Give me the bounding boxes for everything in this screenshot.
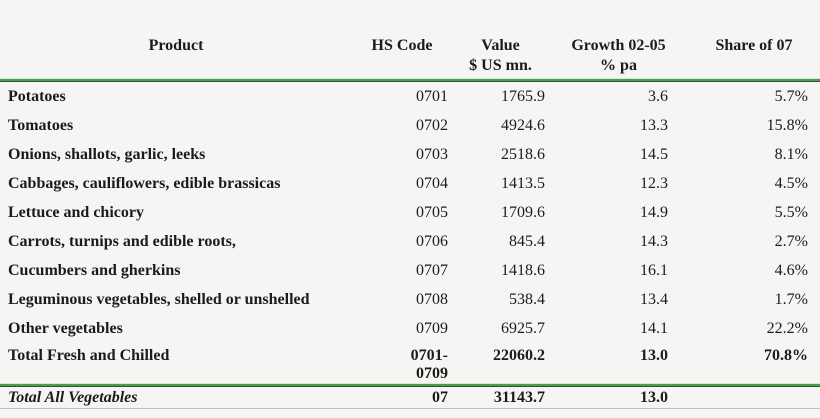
product-cell: Tomatoes [8,116,74,134]
hs-code-cell: 0703 [416,145,448,163]
hs-code-cell: 0705 [416,203,448,221]
share-cell: 8.1% [774,145,808,163]
value-cell: 1765.9 [501,87,545,105]
hs-code-cell: 0701 [416,87,448,105]
column-header-growth-label: Growth 02-05 [571,37,666,54]
hs-code-cell: 0707 [416,261,448,279]
value-cell: 6925.7 [501,319,545,337]
product-cell: Leguminous vegetables, shelled or unshel… [8,290,310,308]
table-row-carrots: Carrots, turnips and edible roots, 0706 … [0,227,820,256]
share-cell: 70.8% [764,347,808,364]
table-row-tomatoes: Tomatoes 0702 4924.6 13.3 15.8% [0,111,820,140]
value-cell: 1413.5 [501,174,545,192]
table-row-leguminous: Leguminous vegetables, shelled or unshel… [0,285,820,314]
table-row-onions: Onions, shallots, garlic, leeks 0703 251… [0,140,820,169]
column-header-share: Share of 07 [672,36,820,78]
hs-code-cell: 0706 [416,232,448,250]
product-cell: Cabbages, cauliflowers, edible brassicas [8,174,281,192]
growth-cell: 14.5 [640,145,668,163]
hs-code-cell: 0704 [416,174,448,192]
growth-cell: 14.3 [640,232,668,250]
share-cell: 22.2% [766,319,808,337]
growth-cell: 13.0 [640,347,668,364]
share-cell: 4.5% [774,174,808,192]
total-separator-rule-row [0,383,820,387]
value-cell: 22060.2 [493,347,545,364]
column-header-product: Product [0,36,352,78]
share-cell: 1.7% [774,290,808,308]
column-header-product-label: Product [148,37,204,54]
growth-cell: 13.4 [640,290,668,308]
table-row-cabbages: Cabbages, cauliflowers, edible brassicas… [0,169,820,198]
share-cell: 4.6% [774,261,808,279]
table-row-cucumbers: Cucumbers and gherkins 0707 1418.6 16.1 … [0,256,820,285]
column-header-value-unit: $ US mn. [469,57,532,74]
table-row-lettuce: Lettuce and chicory 0705 1709.6 14.9 5.5… [0,198,820,227]
bottom-rule [0,408,820,409]
product-cell: Carrots, turnips and edible roots, [8,232,236,250]
value-cell: 1418.6 [501,261,545,279]
product-cell: Total Fresh and Chilled [8,347,170,364]
growth-cell: 13.3 [640,116,668,134]
table-row-total-fresh-chilled: Total Fresh and Chilled 0701- 0709 22060… [0,343,820,383]
hs-code-cell: 0709 [416,319,448,337]
share-cell: 5.7% [774,87,808,105]
column-header-growth-unit: % pa [600,57,637,74]
share-cell: 5.5% [774,203,808,221]
column-header-share-label: Share of 07 [715,37,793,54]
growth-cell: 3.6 [648,87,668,105]
vegetable-trade-table: Product HS Code Value $ US mn. Growth 02… [0,36,820,409]
product-cell: Onions, shallots, garlic, leeks [8,145,206,163]
total-separator-rule [0,383,820,387]
growth-cell: 16.1 [640,261,668,279]
column-header-value-label: Value [481,37,520,54]
table-row-other-vegetables: Other vegetables 0709 6925.7 14.1 22.2% [0,314,820,343]
hs-code-cell: 0708 [416,290,448,308]
report-table-page: Product HS Code Value $ US mn. Growth 02… [0,36,820,409]
hs-code-cell: 0702 [416,116,448,134]
value-cell: 1709.6 [501,203,545,221]
hs-code-cell: 07 [432,388,448,406]
value-cell: 4924.6 [501,116,545,134]
share-cell: 15.8% [766,116,808,134]
column-header-hs-code-label: HS Code [371,37,433,54]
table-row-total-all-vegetables: Total All Vegetables 07 31143.7 13.0 [0,387,820,408]
value-cell: 845.4 [509,232,545,250]
value-cell: 538.4 [509,290,545,308]
product-cell: Other vegetables [8,319,123,337]
product-cell: Lettuce and chicory [8,203,144,221]
header-rule [0,78,820,82]
value-cell: 2518.6 [501,145,545,163]
growth-cell: 14.9 [640,203,668,221]
value-cell: 31143.7 [493,388,545,406]
product-cell: Cucumbers and gherkins [8,261,181,279]
share-cell [672,387,820,408]
share-cell: 2.7% [774,232,808,250]
header-rule-row [0,78,820,82]
bottom-rule-row [0,408,820,409]
hs-code-cell: 0701- 0709 [410,347,448,382]
growth-cell: 14.1 [640,319,668,337]
header-row: Product HS Code Value $ US mn. Growth 02… [0,36,820,78]
column-header-growth: Growth 02-05 % pa [549,36,672,78]
column-header-hs-code: HS Code [352,36,452,78]
growth-cell: 12.3 [640,174,668,192]
product-cell: Total All Vegetables [8,388,138,406]
column-header-value: Value $ US mn. [452,36,549,78]
table-row-potatoes: Potatoes 0701 1765.9 3.6 5.7% [0,82,820,111]
product-cell: Potatoes [8,87,66,105]
growth-cell: 13.0 [640,388,668,406]
